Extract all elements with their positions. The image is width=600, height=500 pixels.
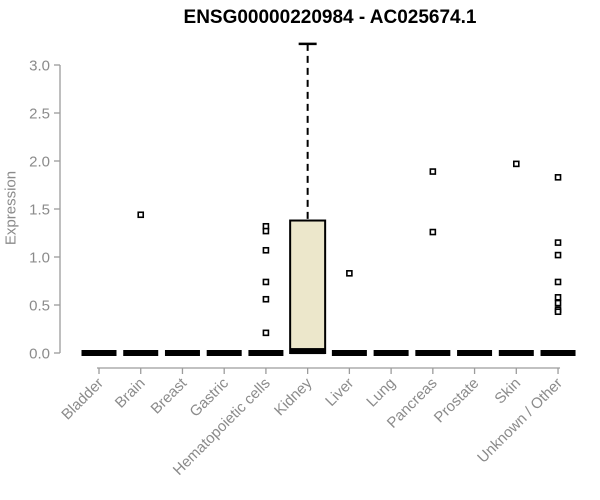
outlier-point-hematopoietic-cells — [262, 227, 270, 235]
median-bar-liver — [331, 350, 367, 356]
median-bar-lung — [373, 350, 409, 356]
outlier-point-liver — [346, 270, 353, 277]
outlier-point-hematopoietic-cells — [262, 246, 270, 254]
median-bar-hematopoietic-cells — [248, 350, 284, 356]
outlier-point-skin — [512, 160, 520, 168]
y-axis-tick-label: 1.5 — [29, 201, 50, 218]
outlier-point-hematopoietic-cells — [262, 329, 270, 337]
outlier-point-hematopoietic-cells — [262, 278, 270, 286]
median-bar-prostate — [457, 350, 493, 356]
median-bar-brain — [123, 350, 159, 356]
outlier-point-unknown-other — [554, 174, 562, 181]
median-bar-skin — [498, 350, 534, 356]
x-axis-label-brain: Brain — [112, 375, 149, 412]
outlier-point-unknown-other — [554, 251, 562, 259]
x-axis-label-kidney: Kidney — [271, 374, 316, 419]
x-axis-label-skin: Skin — [491, 375, 524, 408]
chart-title: ENSG00000220984 - AC025674.1 — [183, 7, 477, 28]
y-axis-tick-label: 2.0 — [29, 153, 50, 170]
x-axis-label-bladder: Bladder — [58, 375, 107, 424]
x-axis-label-breast: Breast — [148, 374, 191, 417]
outlier-point-pancreas — [429, 228, 437, 236]
outlier-point-pancreas — [429, 168, 437, 175]
x-axis-label-lung: Lung — [363, 375, 399, 411]
y-axis-tick-label: 1.0 — [29, 249, 50, 266]
outlier-point-unknown-other — [554, 239, 562, 246]
y-axis-tick-label: 2.5 — [29, 105, 50, 122]
outlier-point-hematopoietic-cells — [262, 295, 270, 303]
y-axis-tick-label: 0.5 — [29, 297, 50, 314]
x-axis-label-prostate: Prostate — [431, 375, 483, 427]
median-bar-breast — [164, 350, 200, 356]
box-kidney — [289, 219, 327, 354]
median-bar-pancreas — [415, 350, 451, 356]
x-axis-label-liver: Liver — [322, 375, 357, 410]
outlier-point-brain — [137, 211, 145, 219]
y-axis-tick-label: 3.0 — [29, 57, 50, 74]
outlier-point-unknown-other — [554, 299, 562, 307]
median-bar-kidney — [290, 348, 326, 355]
outlier-point-unknown-other — [554, 278, 562, 286]
outlier-point-unknown-other — [554, 294, 562, 301]
median-bar-bladder — [81, 350, 117, 356]
median-bar-gastric — [206, 350, 242, 356]
median-bar-unknown-other — [540, 350, 576, 356]
outlier-point-unknown-other — [554, 308, 562, 316]
y-axis-tick-label: 0.0 — [29, 345, 50, 362]
